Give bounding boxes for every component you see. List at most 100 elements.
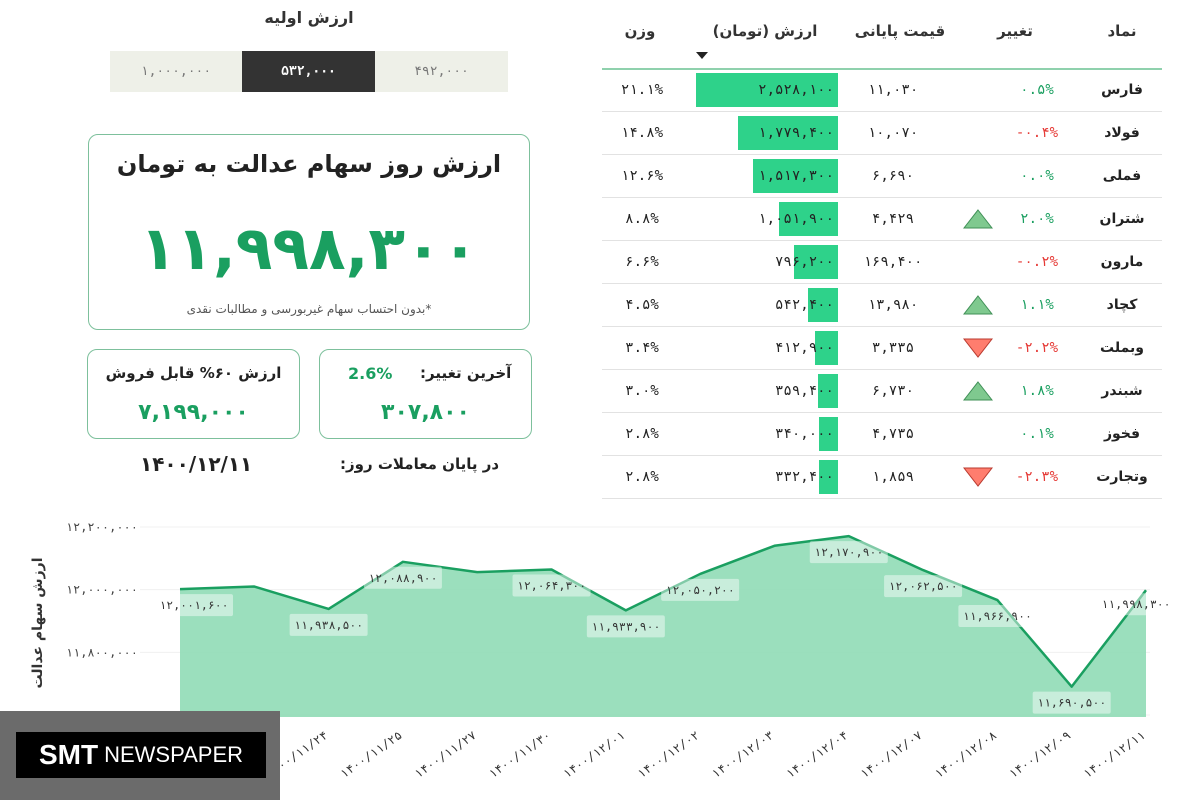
value-bar-track [694,327,838,369]
value-cell: ۳۳۲,۴۰۰ [774,469,834,485]
data-label-bg [586,615,665,638]
data-label-bg [1097,593,1175,616]
table-row[interactable]: فارس ۰.۵% ۱۱,۰۳۰ ۲,۵۲۸,۱۰۰ ۲۱.۱% [602,69,1162,112]
data-label-bg [884,575,963,598]
value-bar [808,288,838,322]
last-change-card [319,349,532,439]
weight-cell: ۶.۶% [625,254,659,270]
y-tick-label: ۱۲,۰۰۰,۰۰۰ [66,583,138,597]
table-row[interactable]: کچاد ۱.۱% ۱۳,۹۸۰ ۵۴۲,۴۰۰ ۴.۵% [602,284,1162,327]
value-cell: ۱,۷۷۹,۴۰۰ [758,125,834,141]
initial-value-option-492000[interactable]: ۴۹۲,۰۰۰ [375,51,508,92]
watermark-logo: SMT NEWSPAPER [16,732,266,778]
price-cell: ۱,۸۵۹ [871,469,915,485]
weight-cell: ۸.۸% [625,211,659,227]
symbol-cell[interactable]: فارس [1101,82,1143,98]
table-row[interactable]: وبملت -۲.۲% ۳,۳۳۵ ۴۱۲,۹۰۰ ۳.۴% [602,327,1162,370]
data-label-bg [1032,691,1111,714]
value-bar-track [694,241,838,283]
change-indicator [960,155,996,197]
symbol-cell[interactable]: شتران [1099,211,1145,227]
change-cell: ۰.۵% [1020,82,1054,98]
change-cell: ۰.۰% [1020,168,1054,184]
value-bar-track [694,413,838,455]
symbol-cell[interactable]: وبملت [1100,340,1144,356]
data-label: ۱۲,۰۸۸,۹۰۰ [368,571,437,585]
last-change-percent: 2.6% [348,364,393,383]
value-bar [819,417,838,451]
up-triangle-icon [963,295,993,315]
weight-cell: ۲.۸% [625,469,659,485]
change-cell: -۰.۴% [1015,125,1059,141]
value-bar-track [694,198,838,240]
data-label: ۱۱,۹۹۸,۳۰۰ [1101,597,1170,611]
data-label: ۱۱,۶۹۰,۵۰۰ [1037,696,1106,710]
symbol-cell[interactable]: فخوز [1103,426,1141,442]
table-row[interactable]: فخوز ۰.۱% ۴,۷۳۵ ۳۴۰,۰۰۰ ۲.۸% [602,413,1162,456]
x-tick-label: ۱۴۰۰/۱۱/۲۷ [412,728,479,781]
change-cell: ۱.۱% [1020,297,1054,313]
sellable-value-label: ارزش ۶۰% قابل فروش [105,364,282,382]
x-tick-label: ۱۴۰۰/۱۲/۰۴ [783,728,850,781]
sellable-value-card [87,349,300,439]
change-cell: -۰.۲% [1015,254,1059,270]
up-triangle-icon [963,381,993,401]
weight-cell: ۱۲.۶% [620,168,664,184]
sort-desc-icon[interactable] [696,52,708,59]
initial-value-option-1000000[interactable]: ۱,۰۰۰,۰۰۰ [110,51,242,92]
watermark-text: NEWSPAPER [104,742,244,767]
trading-date-value: ۱۴۰۰/۱۲/۱۱ [140,452,253,476]
symbol-cell[interactable]: فولاد [1104,125,1140,141]
weight-cell: ۴.۵% [625,297,659,313]
table-row[interactable]: وتجارت -۲.۳% ۱,۸۵۹ ۳۳۲,۴۰۰ ۲.۸% [602,456,1162,499]
down-triangle-icon [963,338,993,358]
x-tick-label: ۱۴۰۰/۱۲/۰۷ [858,728,925,781]
price-cell: ۱۱,۰۳۰ [867,82,919,98]
value-cell: ۴۱۲,۹۰۰ [774,340,834,356]
data-label: ۱۲,۱۷۰,۹۰۰ [814,545,883,559]
value-bar-track [694,112,838,154]
table-header-divider [602,68,1162,70]
price-cell: ۴,۷۳۵ [871,426,915,442]
x-tick-label: ۱۴۰۰/۱۲/۰۹ [1006,728,1073,781]
data-label-bg [155,594,233,617]
symbol-cell[interactable]: فملی [1102,168,1142,184]
weight-cell: ۳.۴% [625,340,659,356]
change-indicator [960,241,996,283]
price-cell: ۶,۶۹۰ [871,168,915,184]
column-header-symbol[interactable]: نماد [1107,22,1137,40]
column-header-value[interactable]: ارزش (تومان) [712,22,818,40]
column-header-price[interactable]: قیمت پایانی [854,22,946,40]
table-row[interactable]: فملی ۰.۰% ۶,۶۹۰ ۱,۵۱۷,۳۰۰ ۱۲.۶% [602,155,1162,198]
change-cell: ۰.۱% [1020,426,1054,442]
x-tick-label: ۱۴۰۰/۱۱/۳۰ [486,728,553,781]
value-bar-track [694,284,838,326]
change-indicator [960,456,996,498]
table-row[interactable]: شبندر ۱.۸% ۶,۷۳۰ ۳۵۹,۴۰۰ ۳.۰% [602,370,1162,413]
x-tick-label: ۱۴۰۰/۱۲/۰۱ [560,728,627,781]
value-bar [738,116,838,150]
data-label-bg [363,566,442,589]
price-cell: ۶,۷۳۰ [871,383,915,399]
trading-date-label: در پایان معاملات روز: [340,455,500,473]
y-tick-label: ۱۲,۲۰۰,۰۰۰ [66,520,138,534]
last-change-label: آخرین تغییر: [420,364,512,382]
table-row[interactable]: فولاد -۰.۴% ۱۰,۰۷۰ ۱,۷۷۹,۴۰۰ ۱۴.۸% [602,112,1162,155]
value-bar-track [694,370,838,412]
symbol-cell[interactable]: مارون [1100,254,1144,270]
symbol-cell[interactable]: وتجارت [1096,469,1148,485]
price-cell: ۳,۳۳۵ [871,340,915,356]
value-bar [819,460,838,494]
value-bar-track [694,456,838,498]
column-header-change[interactable]: تغییر [997,22,1033,40]
column-header-weight[interactable]: وزن [624,22,656,40]
initial-value-option-532000[interactable]: ۵۳۲,۰۰۰ [242,51,375,92]
symbol-cell[interactable]: کچاد [1106,297,1138,313]
data-label-bg [289,613,368,636]
data-label: ۱۱,۹۳۸,۵۰۰ [294,618,363,632]
table-row[interactable]: شتران ۲.۰% ۴,۴۲۹ ۱,۰۵۱,۹۰۰ ۸.۸% [602,198,1162,241]
value-cell: ۲,۵۲۸,۱۰۰ [758,82,834,98]
value-cell: ۳۴۰,۰۰۰ [774,426,834,442]
table-row[interactable]: مارون -۰.۲% ۱۶۹,۴۰۰ ۷۹۶,۲۰۰ ۶.۶% [602,241,1162,284]
symbol-cell[interactable]: شبندر [1101,383,1143,399]
